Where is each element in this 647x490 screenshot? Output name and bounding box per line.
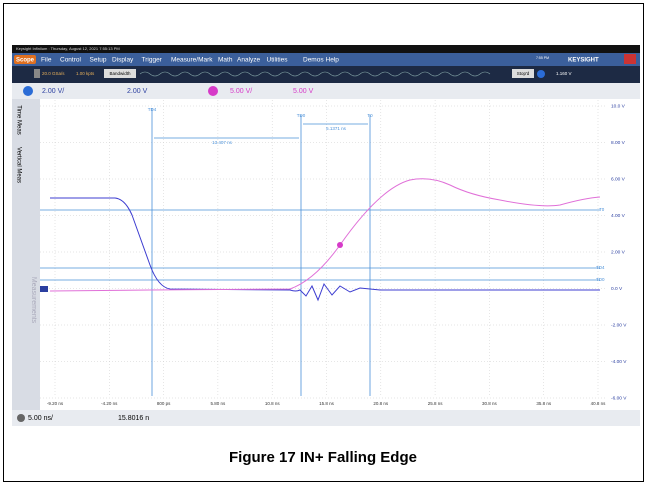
- side-tab[interactable]: Time Meas: [15, 105, 21, 134]
- menu-item[interactable]: Math: [218, 57, 233, 64]
- title-bar: [12, 45, 640, 53]
- points: 1.00 kpts: [76, 71, 95, 76]
- cursors: [40, 108, 600, 396]
- y-tick-label: 2.00 V: [611, 249, 626, 255]
- x-tick-label: 800 ps: [157, 401, 171, 406]
- ch1-scale: 2.00 V/: [42, 88, 64, 95]
- caption: Figure 17 IN+ Falling Edge: [229, 449, 417, 466]
- marker-label: TD4: [148, 107, 157, 112]
- y-tick-label: 0.0 V: [611, 286, 623, 292]
- ch2-trace: [49, 178, 601, 292]
- ch1-trace: [50, 197, 600, 302]
- ch1-ground: [40, 286, 48, 292]
- menu-item[interactable]: Utilities: [267, 57, 289, 64]
- ch2-offset: 5.00 V: [293, 88, 314, 95]
- position: 15.8016 n: [118, 415, 149, 422]
- state[interactable]: Stop'd: [517, 71, 530, 76]
- y-tick-label: 8.00 V: [611, 140, 626, 146]
- menu-item[interactable]: Display: [112, 57, 134, 64]
- close-button[interactable]: [624, 54, 636, 64]
- marker-label: T0: [599, 207, 605, 212]
- menu-bar: [12, 53, 640, 66]
- toolbar: [12, 66, 640, 83]
- x-tick-label: -4.20 ns: [101, 401, 118, 406]
- window-title: Keysight Infiniium : Thursday, August 12…: [16, 46, 120, 51]
- logo-bg: [14, 55, 36, 64]
- delta-label: 13.407 ns: [212, 140, 233, 145]
- x-tick-label: 10.8 ns: [265, 401, 281, 406]
- x-tick-label: -9.20 ns: [47, 401, 64, 406]
- brand: KEYSIGHT: [568, 58, 599, 64]
- marker-label: TD4: [596, 265, 605, 270]
- channel-1[interactable]: [23, 86, 33, 96]
- bandwidth-button[interactable]: [104, 69, 136, 78]
- trigger-level: 1.160 V: [556, 71, 572, 76]
- x-tick-label: 25.8 ns: [428, 401, 444, 406]
- menu-item[interactable]: Demos: [303, 57, 324, 64]
- x-tick-label: 30.8 ns: [482, 401, 498, 406]
- trace-marker: [337, 242, 343, 248]
- timebase: 5.00 ns/: [28, 415, 53, 422]
- x-label-area: [40, 399, 608, 410]
- marker-label: T0: [367, 113, 373, 118]
- tool-icon[interactable]: [34, 69, 40, 78]
- menu-item[interactable]: Trigger: [142, 57, 163, 64]
- marker-label: TD0: [596, 277, 605, 282]
- y-tick-label: 10.0 V: [611, 103, 626, 109]
- side-tab[interactable]: Measurements: [30, 277, 37, 324]
- delta-label: 5.1371 ns: [326, 126, 347, 131]
- side-tab[interactable]: Vertical Meas: [15, 147, 21, 183]
- overview: [139, 71, 491, 77]
- frame: [3, 3, 644, 482]
- x-tick-label: 5.80 ns: [211, 401, 227, 406]
- menu-item[interactable]: Setup: [90, 57, 107, 64]
- y-tick-label: 6.00 V: [611, 176, 626, 182]
- menu-item[interactable]: Measure/Mark: [171, 57, 213, 64]
- menu: File Control Setup Display Trigger Measure/Ma…: [41, 57, 339, 64]
- y-tick-label: 4.00 V: [611, 213, 626, 219]
- menu-item[interactable]: File: [41, 57, 52, 64]
- x-tick-label: 15.8 ns: [319, 401, 335, 406]
- plot-area: [40, 99, 608, 399]
- trigger-channel: [537, 70, 545, 78]
- channel-2[interactable]: [208, 86, 218, 96]
- menu-item[interactable]: Help: [326, 57, 340, 64]
- ch1-offset: 2.00 V: [127, 88, 148, 95]
- bandwidth[interactable]: Bandwidth: [109, 71, 131, 76]
- channel-bar: [12, 83, 640, 99]
- x-tick-label: 20.8 ns: [373, 401, 389, 406]
- menu-item[interactable]: Control: [60, 57, 82, 64]
- sample-rate: 20.0 GSa/s: [42, 71, 65, 76]
- marker-label: TD0: [297, 113, 306, 118]
- ch2-scale: 5.00 V/: [230, 88, 252, 95]
- side-panel: [12, 99, 40, 410]
- clock: 7:55 PM: [536, 56, 549, 60]
- menu-item[interactable]: Analyze: [237, 57, 261, 64]
- y-label-area: [608, 99, 640, 410]
- y-tick-label: -2.00 V: [611, 322, 627, 328]
- x-tick-label: 40.8 ns: [591, 401, 607, 406]
- y-tick-label: -6.00 V: [611, 395, 627, 401]
- x-tick-label: 35.8 ns: [536, 401, 552, 406]
- run-button[interactable]: [512, 69, 534, 78]
- timebase-icon[interactable]: [17, 414, 25, 422]
- bottom-bar: [12, 410, 640, 426]
- y-tick-label: -4.00 V: [611, 359, 627, 365]
- logo[interactable]: Scope: [16, 58, 35, 64]
